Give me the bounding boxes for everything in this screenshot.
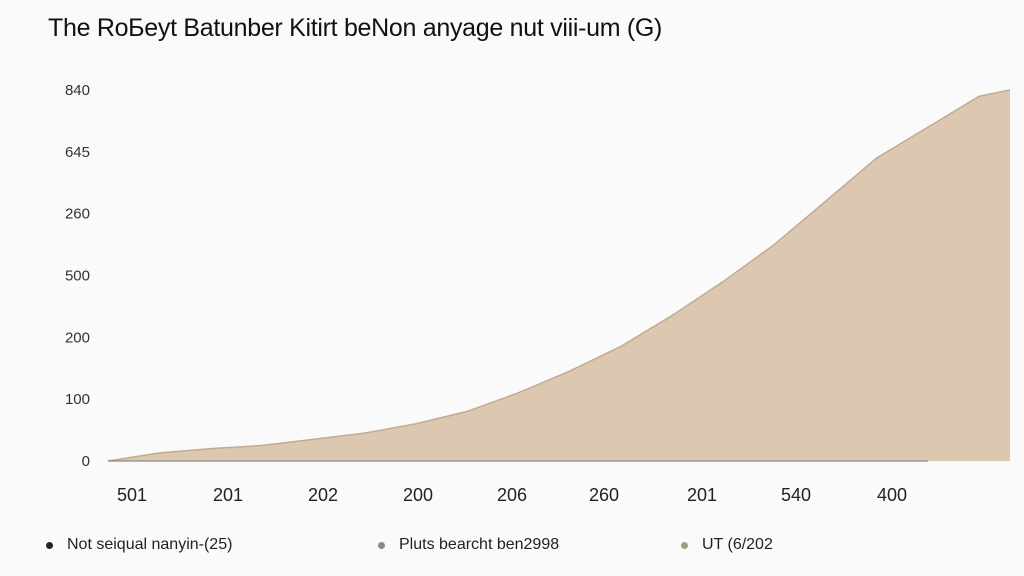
x-tick-label: 202	[308, 485, 338, 505]
x-tick-label: 400	[877, 485, 907, 505]
y-tick-label: 840	[65, 82, 90, 99]
chart-title: The RoБeyt Batunber Kitirt beNon anyage …	[48, 14, 663, 42]
chart-legend: Not seiqual nanyin-(25) Pluts bearcht be…	[0, 536, 1024, 564]
x-tick-label: 540	[781, 485, 811, 505]
legend-item: Not seiqual nanyin-(25)	[46, 536, 232, 554]
legend-item: UT (6/202	[681, 536, 773, 554]
x-tick-label: 200	[403, 485, 433, 505]
legend-marker-icon	[378, 541, 385, 549]
legend-marker-icon	[46, 541, 53, 549]
x-tick-label: 206	[497, 485, 527, 505]
x-tick-label: 201	[213, 485, 243, 505]
y-tick-label: 500	[65, 268, 90, 285]
area-series-line	[107, 89, 1011, 462]
legend-label: Pluts bearcht ben2998	[399, 536, 560, 553]
y-tick-label: 645	[65, 144, 90, 161]
x-tick-label: 260	[589, 485, 619, 505]
y-tick-label: 0	[82, 453, 90, 470]
y-tick-label: 100	[65, 391, 90, 408]
x-tick-label: 501	[117, 485, 147, 505]
y-tick-label: 200	[65, 329, 90, 346]
legend-label: UT (6/202	[702, 536, 773, 553]
legend-item: Pluts bearcht ben2998	[378, 536, 559, 554]
legend-label: Not seiqual nanyin-(25)	[67, 536, 233, 553]
legend-marker-icon	[681, 541, 688, 549]
area-series	[108, 90, 1010, 461]
x-tick-label: 201	[687, 485, 717, 505]
area-chart: 0 100 200 500 260 645 840 501 201 202 200 206 260 201…	[65, 82, 1011, 505]
y-tick-label: 260	[65, 206, 90, 223]
